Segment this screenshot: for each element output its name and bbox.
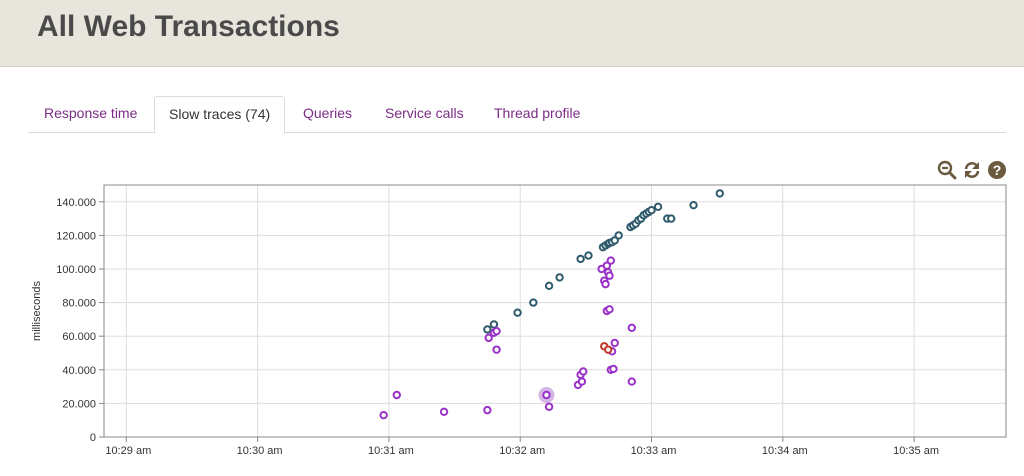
trace-point[interactable] bbox=[576, 254, 585, 264]
trace-point[interactable] bbox=[603, 345, 613, 354]
trace-point[interactable] bbox=[601, 279, 610, 289]
trace-point[interactable] bbox=[492, 326, 501, 336]
trace-point[interactable] bbox=[513, 308, 522, 317]
trace-point[interactable] bbox=[483, 405, 492, 415]
trace-point[interactable] bbox=[555, 273, 564, 282]
trace-point[interactable] bbox=[544, 402, 554, 411]
page-title: All Web Transactions bbox=[37, 10, 340, 43]
trace-point[interactable] bbox=[610, 338, 619, 348]
trace-point[interactable] bbox=[689, 200, 698, 210]
x-tick-label: 10:29 am bbox=[105, 445, 151, 457]
x-tick-label: 10:32 am bbox=[499, 445, 545, 457]
trace-point[interactable] bbox=[489, 320, 499, 329]
slow-traces-chart: 10:29 am 10:30 am 10:31 am 10:32 am 10:33 am… bbox=[31, 184, 1007, 457]
y-axis-label: milliseconds bbox=[31, 281, 43, 341]
chart-grid bbox=[104, 185, 1006, 438]
axis-ticks: 10:29 am 10:30 am 10:31 am 10:32 am 10:33 am… bbox=[56, 197, 939, 457]
tab-service-calls[interactable]: Service calls bbox=[385, 105, 464, 121]
trace-point[interactable] bbox=[715, 189, 724, 198]
trace-point[interactable] bbox=[392, 390, 401, 400]
x-tick-label: 10:33 am bbox=[631, 445, 677, 457]
trace-point[interactable] bbox=[379, 410, 388, 420]
trace-point[interactable] bbox=[439, 407, 449, 417]
page-header: All Web Transactions bbox=[0, 0, 1024, 67]
trace-point[interactable] bbox=[609, 364, 618, 374]
trace-point[interactable] bbox=[605, 305, 614, 314]
trace-point[interactable] bbox=[627, 323, 637, 333]
trace-point[interactable] bbox=[666, 214, 676, 223]
zoom-out-icon[interactable] bbox=[937, 160, 957, 180]
x-tick-label: 10:35 am bbox=[893, 445, 939, 457]
trace-point[interactable] bbox=[606, 256, 616, 265]
refresh-icon[interactable] bbox=[962, 160, 982, 180]
data-points bbox=[379, 189, 724, 420]
x-tick-label: 10:31 am bbox=[368, 445, 414, 457]
trace-point[interactable] bbox=[529, 298, 538, 307]
tab-response-time[interactable]: Response time bbox=[44, 105, 138, 121]
trace-point[interactable] bbox=[627, 377, 637, 386]
y-tick-label: 140.000 bbox=[56, 197, 96, 209]
svg-text:?: ? bbox=[993, 162, 1002, 178]
y-tick-label: 120.000 bbox=[56, 230, 96, 242]
trace-point[interactable] bbox=[577, 377, 587, 386]
trace-point[interactable] bbox=[483, 325, 492, 334]
tab-slow-traces[interactable]: Slow traces (74) bbox=[154, 96, 286, 134]
trace-point[interactable] bbox=[653, 202, 663, 212]
trace-point[interactable] bbox=[484, 333, 493, 343]
y-tick-label: 80.000 bbox=[62, 298, 96, 310]
tab-queries[interactable]: Queries bbox=[303, 105, 353, 121]
y-tick-label: 100.000 bbox=[56, 264, 96, 276]
trace-point[interactable] bbox=[579, 367, 588, 376]
trace-point[interactable] bbox=[492, 345, 501, 354]
x-tick-label: 10:30 am bbox=[237, 445, 283, 457]
x-tick-label: 10:34 am bbox=[762, 445, 808, 457]
plot-area bbox=[103, 184, 1007, 438]
y-tick-label: 0 bbox=[90, 432, 96, 444]
trace-point[interactable] bbox=[542, 390, 551, 400]
tab-thread-profile[interactable]: Thread profile bbox=[494, 105, 581, 121]
y-tick-label: 60.000 bbox=[62, 331, 96, 343]
trace-point[interactable] bbox=[647, 206, 656, 215]
trace-point[interactable] bbox=[544, 281, 554, 291]
y-tick-label: 40.000 bbox=[62, 365, 96, 377]
help-icon[interactable]: ? bbox=[987, 160, 1007, 180]
tab-bar: Response time Slow traces (74) Queries S… bbox=[28, 96, 1006, 134]
y-tick-label: 20.000 bbox=[62, 398, 96, 410]
trace-point[interactable] bbox=[614, 231, 623, 240]
trace-point[interactable] bbox=[584, 251, 593, 260]
trace-point[interactable] bbox=[605, 271, 614, 280]
